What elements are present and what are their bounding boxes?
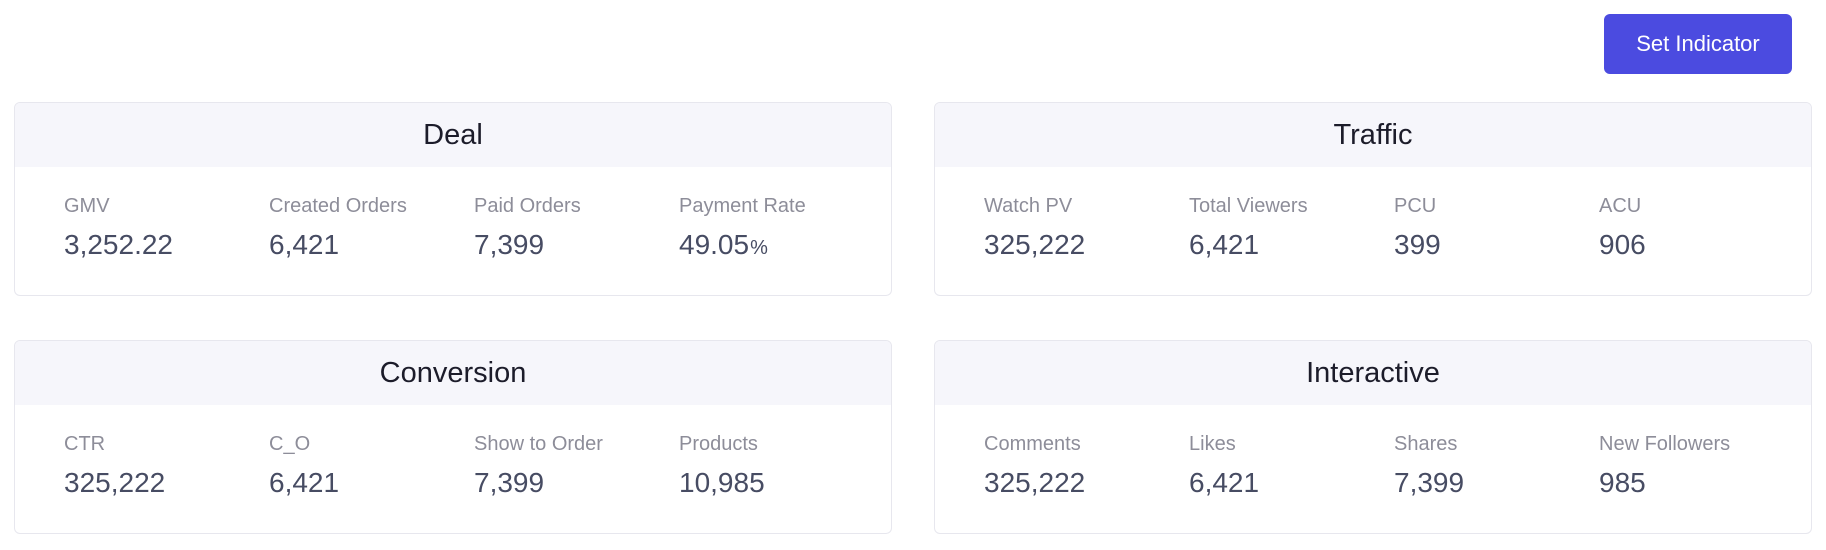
metric-new-followers: New Followers 985 — [1599, 431, 1804, 500]
metric-gmv: GMV 3,252.22 — [64, 193, 269, 265]
metric-label: CTR — [64, 433, 106, 455]
metric-label: Products — [679, 433, 758, 455]
metric-label: Show to Order — [474, 433, 603, 455]
traffic-panel: Traffic Watch PV 325,222 Total Viewers 6… — [934, 102, 1812, 296]
metric-products: Products 10,985 — [679, 431, 884, 500]
metric-label: ACU — [1599, 195, 1642, 217]
panel-title: Interactive — [935, 341, 1811, 405]
metric-value: 7,399 — [474, 229, 545, 260]
metric-label: Comments — [984, 433, 1081, 455]
metric-value: 325,222 — [984, 467, 1086, 498]
set-indicator-button[interactable]: Set Indicator — [1604, 14, 1792, 74]
interactive-panel: Interactive Comments 325,222 Likes 6,421… — [934, 340, 1812, 534]
conversion-panel: Conversion CTR 325,222 C_O 6,421 Show to… — [14, 340, 892, 534]
metric-value: 7,399 — [1394, 467, 1465, 498]
metric-shares: Shares 7,399 — [1394, 431, 1599, 500]
panel-title: Traffic — [935, 103, 1811, 167]
metric-label: PCU — [1394, 195, 1437, 217]
metric-likes: Likes 6,421 — [1189, 431, 1394, 500]
panel-title: Deal — [15, 103, 891, 167]
metric-value: 6,421 — [269, 467, 340, 498]
metric-label: Created Orders — [269, 195, 407, 217]
metric-value: 7,399 — [474, 467, 545, 498]
metric-pcu: PCU 399 — [1394, 193, 1599, 262]
metric-value: 906 — [1599, 229, 1646, 260]
metric-watch-pv: Watch PV 325,222 — [984, 193, 1189, 262]
metric-payment-rate: Payment Rate 49.05% — [679, 193, 884, 265]
metric-value: 6,421 — [269, 229, 340, 260]
metric-label: Payment Rate — [679, 195, 806, 217]
metric-unit: % — [750, 237, 768, 259]
metric-label: C_O — [269, 433, 311, 455]
metric-label: Total Viewers — [1189, 195, 1308, 217]
metric-show-to-order: Show to Order 7,399 — [474, 431, 679, 500]
metric-created-orders: Created Orders 6,421 — [269, 193, 474, 265]
metric-value: 10,985 — [679, 467, 765, 498]
metric-value: 3,252.22 — [64, 229, 173, 260]
metric-value: 325,222 — [984, 229, 1086, 260]
deal-panel: Deal GMV 3,252.22 Created Orders 6,421 P… — [14, 102, 892, 296]
metric-value: 6,421 — [1189, 467, 1260, 498]
metric-value: 325,222 — [64, 467, 166, 498]
metric-label: Paid Orders — [474, 195, 581, 217]
metric-label: Watch PV — [984, 195, 1073, 217]
metric-label: GMV — [64, 195, 110, 217]
metric-acu: ACU 906 — [1599, 193, 1804, 262]
metric-total-viewers: Total Viewers 6,421 — [1189, 193, 1394, 262]
metric-value: 399 — [1394, 229, 1441, 260]
metric-label: Likes — [1189, 433, 1236, 455]
metric-comments: Comments 325,222 — [984, 431, 1189, 500]
metric-value: 6,421 — [1189, 229, 1260, 260]
panel-title: Conversion — [15, 341, 891, 405]
metric-value-wrap: 49.05% — [679, 228, 884, 265]
metric-label: New Followers — [1599, 433, 1731, 455]
metric-ctr: CTR 325,222 — [64, 431, 269, 500]
metric-c-o: C_O 6,421 — [269, 431, 474, 500]
metric-label: Shares — [1394, 433, 1458, 455]
metric-paid-orders: Paid Orders 7,399 — [474, 193, 679, 265]
metric-value: 985 — [1599, 467, 1646, 498]
metric-value: 49.05 — [679, 229, 750, 260]
